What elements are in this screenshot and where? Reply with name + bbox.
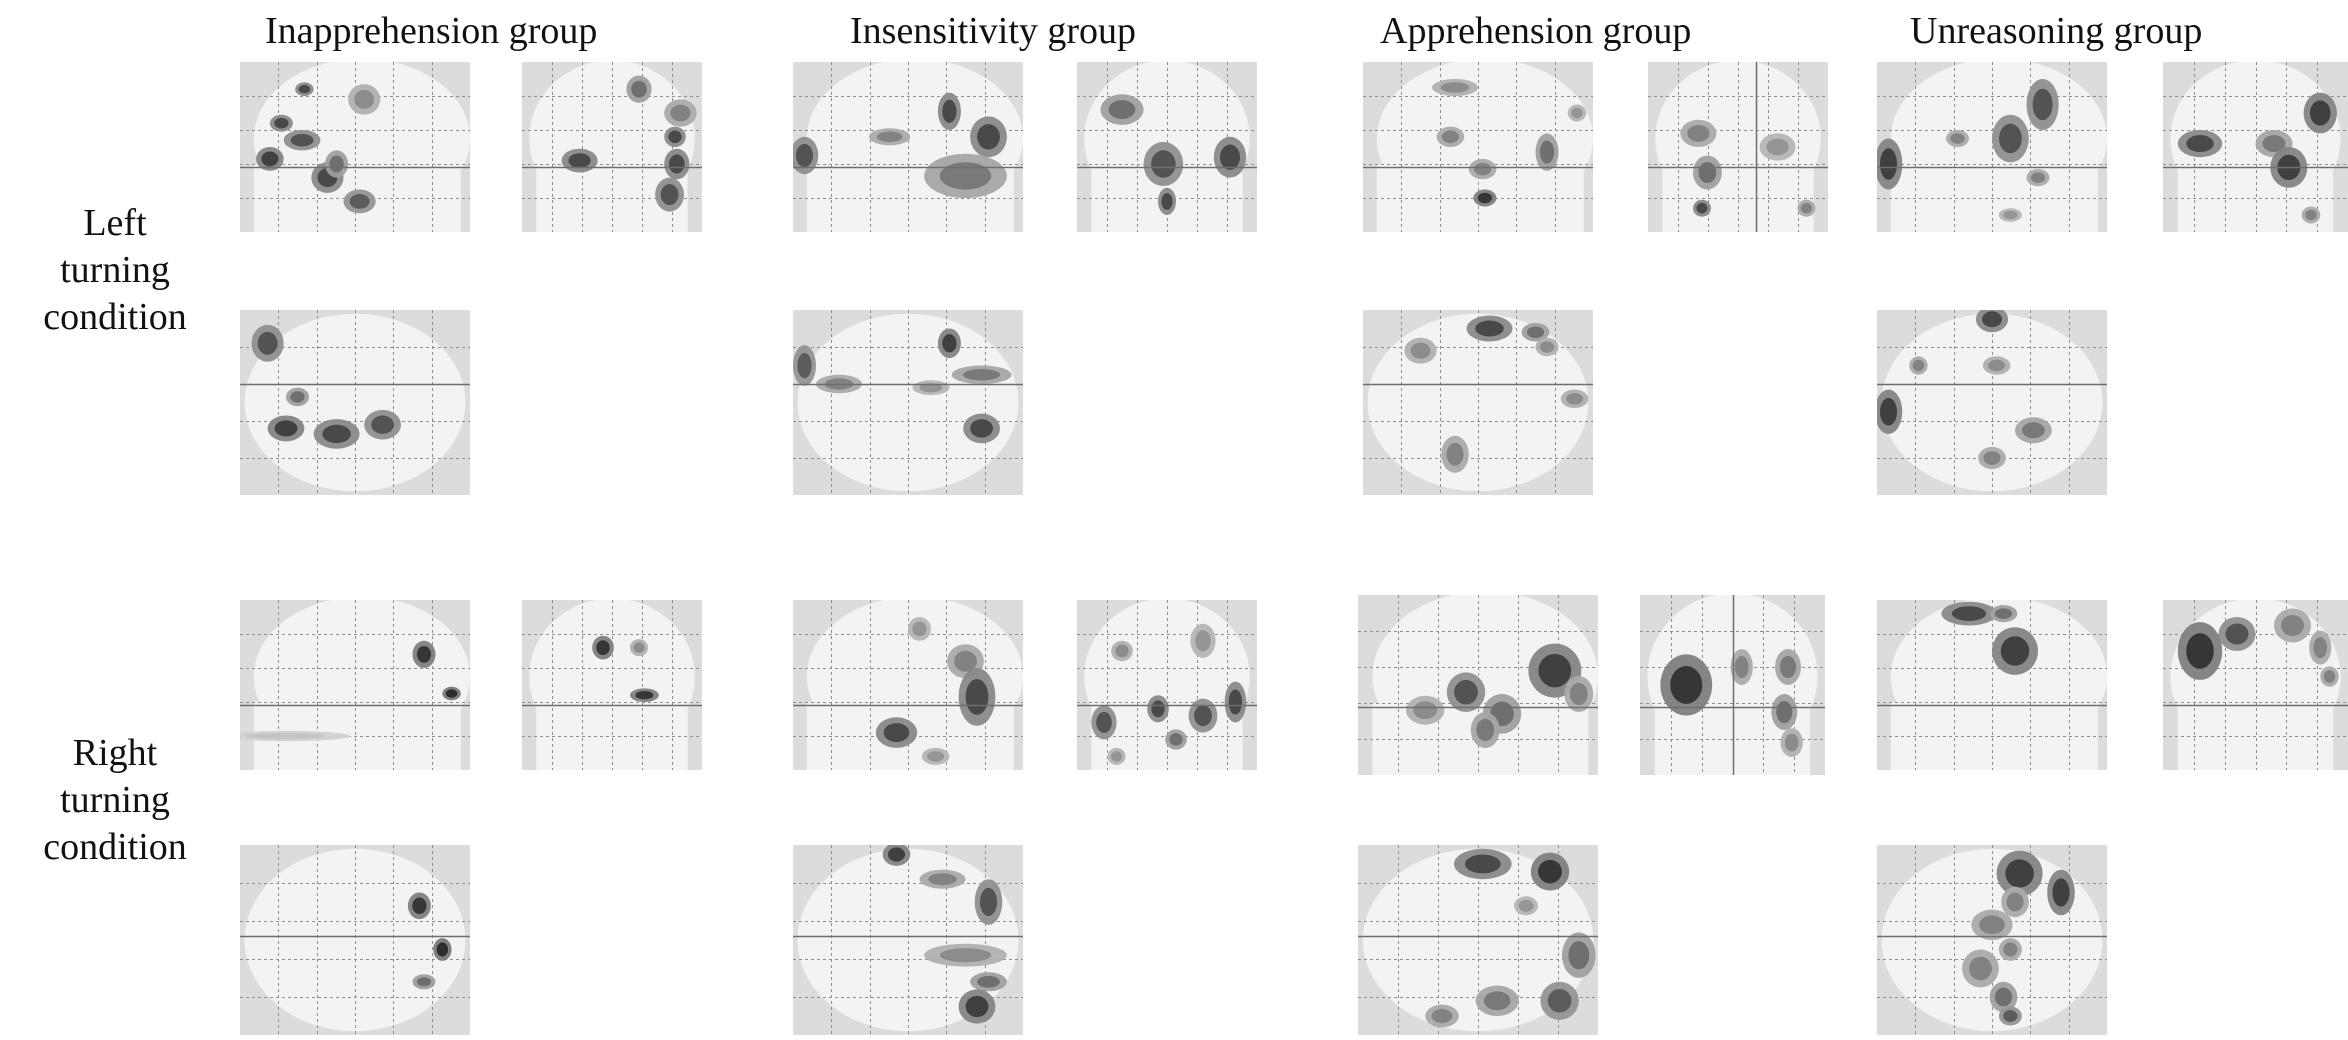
- brain-panel-inapprehension-right-coronal: [522, 600, 702, 770]
- brain-panel-insensitivity-left-sagittal: [793, 62, 1023, 232]
- group-title-insensitivity: Insensitivity group: [850, 10, 1137, 52]
- brain-panel-apprehension-left-sagittal: [1363, 62, 1593, 232]
- brain-panel-inapprehension-left-coronal: [522, 62, 702, 232]
- condition-right-line-3: condition: [43, 826, 187, 868]
- glass-brain-image: [1358, 845, 1598, 1035]
- brain-panel-apprehension-left-coronal: [1648, 62, 1828, 232]
- glass-brain-image: [1648, 62, 1828, 232]
- condition-left-line-2: turning: [60, 249, 170, 291]
- glass-brain-image: [522, 62, 702, 232]
- glass-brain-image: [240, 62, 470, 232]
- brain-panel-unreasoning-right-coronal: [2163, 600, 2348, 770]
- brain-panel-unreasoning-left-axial: [1877, 310, 2107, 495]
- glass-brain-image: [1877, 62, 2107, 232]
- brain-panel-apprehension-right-axial: [1358, 845, 1598, 1035]
- brain-panel-insensitivity-right-axial: [793, 845, 1023, 1035]
- brain-panel-inapprehension-left-axial: [240, 310, 470, 495]
- glass-brain-image: [2163, 62, 2348, 232]
- glass-brain-image: [2163, 600, 2348, 770]
- group-title-apprehension: Apprehension group: [1380, 10, 1692, 52]
- group-title-inapprehension: Inapprehension group: [265, 10, 598, 52]
- brain-panel-apprehension-right-coronal: [1640, 595, 1825, 775]
- brain-panel-unreasoning-right-sagittal: [1877, 600, 2107, 770]
- glass-brain-image: [1077, 600, 1257, 770]
- brain-panel-insensitivity-right-sagittal: [793, 600, 1023, 770]
- glass-brain-image: [1877, 845, 2107, 1035]
- glass-brain-image: [1077, 62, 1257, 232]
- brain-panel-apprehension-right-sagittal: [1358, 595, 1598, 775]
- brain-panel-insensitivity-right-coronal: [1077, 600, 1257, 770]
- glass-brain-image: [240, 310, 470, 495]
- glass-brain-image: [1358, 595, 1598, 775]
- condition-left-line-3: condition: [43, 296, 187, 338]
- condition-right-line-2: turning: [60, 779, 170, 821]
- glass-brain-image: [793, 62, 1023, 232]
- glass-brain-image: [1877, 600, 2107, 770]
- glass-brain-image: [1877, 310, 2107, 495]
- brain-panel-inapprehension-left-sagittal: [240, 62, 470, 232]
- glass-brain-image: [240, 845, 470, 1035]
- brain-panel-unreasoning-left-sagittal: [1877, 62, 2107, 232]
- condition-label-right-turning: Right turning condition: [0, 730, 230, 871]
- glass-brain-image: [240, 600, 470, 770]
- brain-panel-apprehension-left-axial: [1363, 310, 1593, 495]
- brain-panel-unreasoning-right-axial: [1877, 845, 2107, 1035]
- glass-brain-image: [793, 600, 1023, 770]
- glass-brain-image: [1363, 62, 1593, 232]
- glass-brain-image: [522, 600, 702, 770]
- condition-label-left-turning: Left turning condition: [0, 200, 230, 341]
- brain-panel-inapprehension-right-sagittal: [240, 600, 470, 770]
- glass-brain-image: [1640, 595, 1825, 775]
- brain-panel-unreasoning-left-coronal: [2163, 62, 2348, 232]
- brain-panel-insensitivity-left-axial: [793, 310, 1023, 495]
- glass-brain-image: [793, 845, 1023, 1035]
- glass-brain-image: [1363, 310, 1593, 495]
- brain-panel-inapprehension-right-axial: [240, 845, 470, 1035]
- condition-left-line-1: Left: [83, 202, 147, 244]
- brain-panel-insensitivity-left-coronal: [1077, 62, 1257, 232]
- glass-brain-image: [793, 310, 1023, 495]
- condition-right-line-1: Right: [72, 732, 158, 774]
- group-title-unreasoning: Unreasoning group: [1910, 10, 2203, 52]
